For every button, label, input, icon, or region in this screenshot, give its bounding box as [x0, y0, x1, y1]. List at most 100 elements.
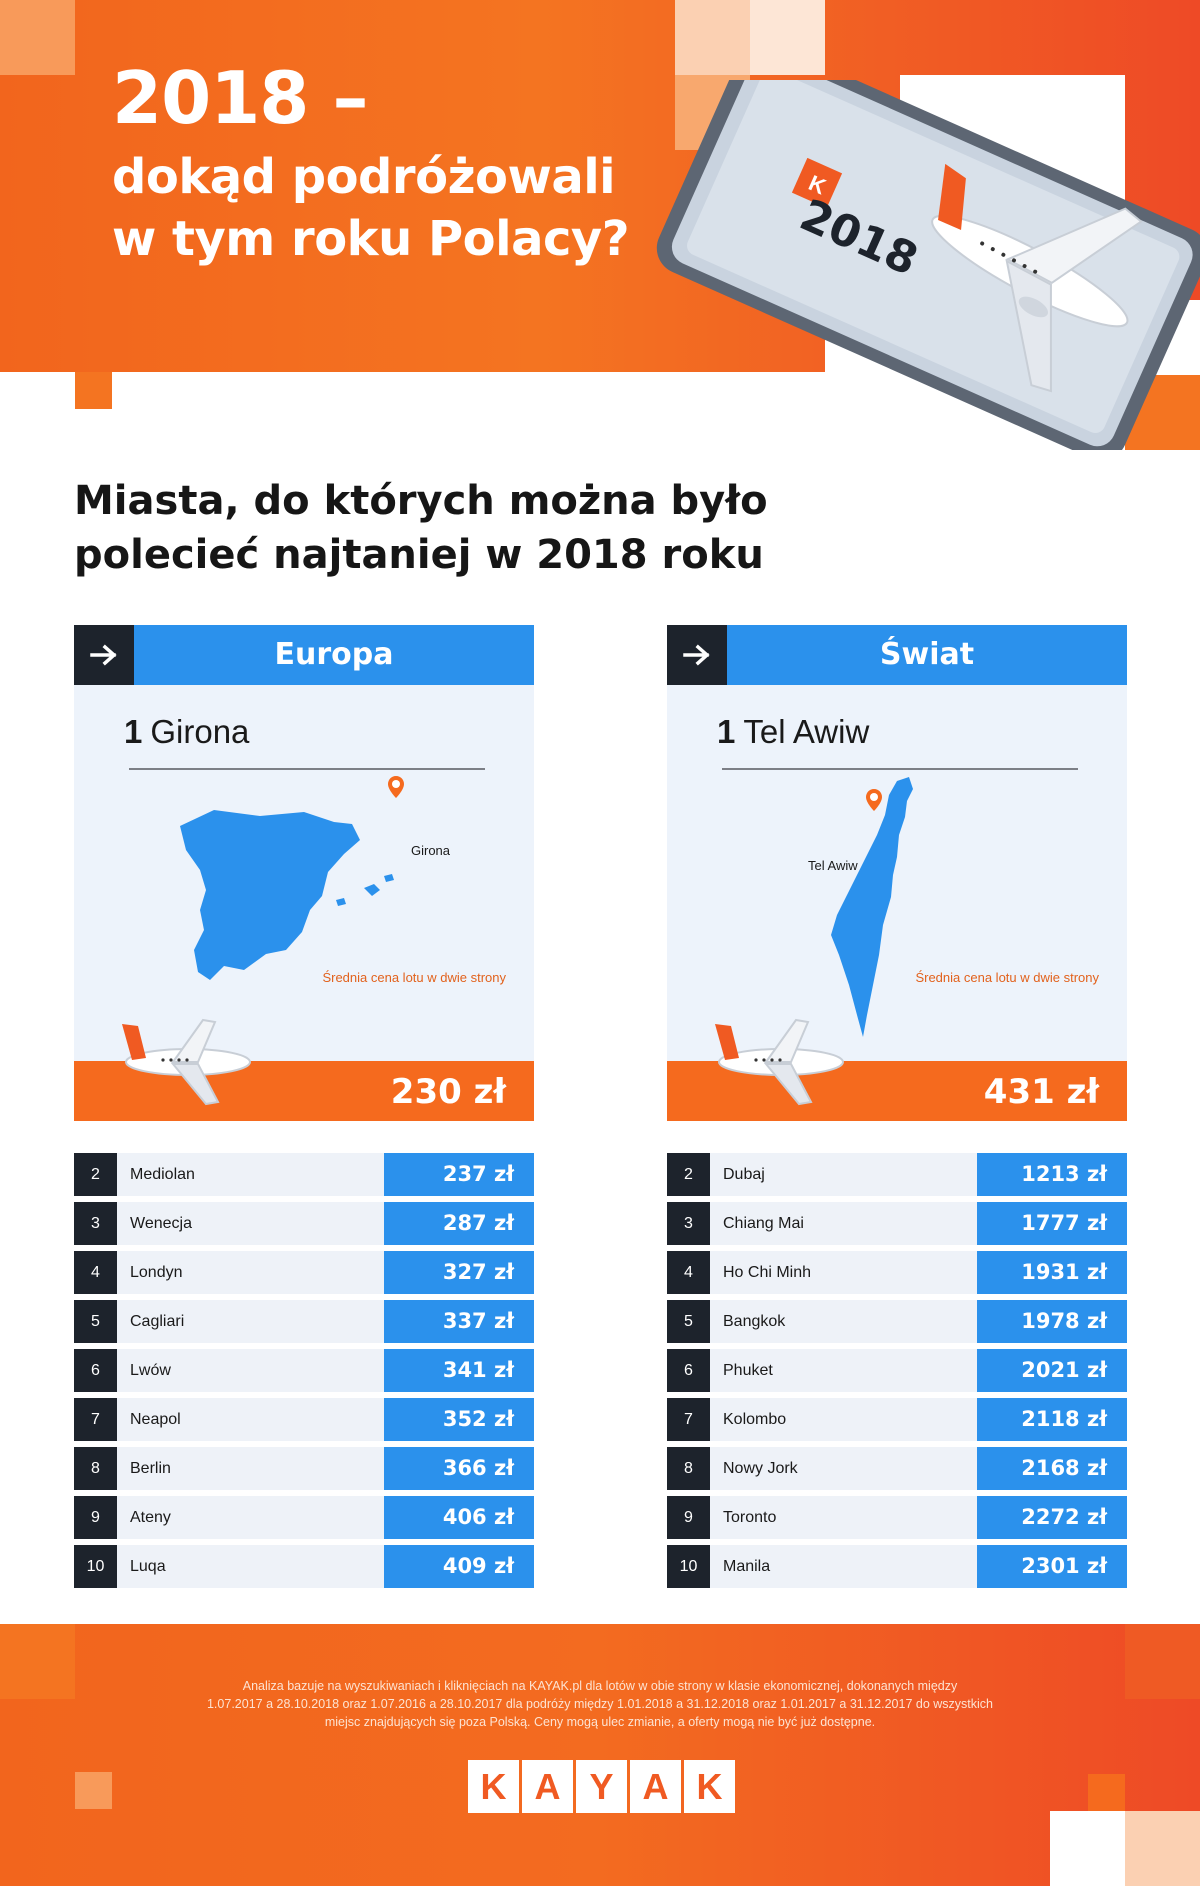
- plane-icon: [122, 1018, 251, 1106]
- world-top-price: 431 zł: [983, 1072, 1099, 1112]
- section-title-line2: polecieć najtaniej w 2018 roku: [74, 532, 764, 578]
- section-title: Miasta, do których można było polecieć n…: [74, 474, 974, 582]
- map-pin-icon: [388, 776, 404, 798]
- list-item: 5 Cagliari 337 zł: [74, 1300, 534, 1343]
- list-item: 10 Manila 2301 zł: [667, 1545, 1127, 1588]
- list-item: 5 Bangkok 1978 zł: [667, 1300, 1127, 1343]
- world-top-city-name: Tel Awiw: [743, 713, 870, 750]
- price-value: 1931 zł: [977, 1251, 1127, 1294]
- divider: [722, 768, 1078, 770]
- divider: [129, 768, 485, 770]
- world-price-caption: Średnia cena lotu w dwie strony: [915, 970, 1099, 985]
- world-panel-title: Świat: [879, 637, 975, 672]
- world-top-city: 1 Tel Awiw: [717, 713, 869, 751]
- rank-number: 10: [74, 1545, 117, 1588]
- city-name: Ho Chi Minh: [723, 1264, 812, 1281]
- rank-number: 6: [667, 1349, 710, 1392]
- footnote-line2: 1.07.2017 a 28.10.2018 oraz 1.07.2016 a …: [206, 1697, 993, 1711]
- list-item: 6 Phuket 2021 zł: [667, 1349, 1127, 1392]
- footnote-line3: miejsc znajdujących się poza Polską. Cen…: [324, 1715, 876, 1729]
- list-item: 8 Nowy Jork 2168 zł: [667, 1447, 1127, 1490]
- logo-letter: Y: [576, 1760, 627, 1813]
- price-value: 409 zł: [384, 1545, 534, 1588]
- section-title-line1: Miasta, do których można było: [74, 478, 768, 524]
- world-ranking-list: 2 Dubaj 1213 zł 3 Chiang Mai 1777 zł 4 Ho Chi…: [667, 1153, 1127, 1594]
- list-item: 7 Kolombo 2118 zł: [667, 1398, 1127, 1441]
- logo-letter: K: [468, 1760, 519, 1813]
- city-name: Bangkok: [723, 1313, 786, 1330]
- city-name: Nowy Jork: [723, 1460, 798, 1477]
- rank-number: 10: [667, 1545, 710, 1588]
- israel-map: [831, 777, 913, 1037]
- city-name: Berlin: [130, 1460, 171, 1477]
- europe-panel-title: Europa: [274, 637, 394, 672]
- world-top-rank: 1: [717, 713, 736, 750]
- deco-square: [1050, 1811, 1125, 1886]
- city-name: Kolombo: [723, 1411, 787, 1428]
- rank-number: 4: [667, 1251, 710, 1294]
- rank-number: 7: [667, 1398, 710, 1441]
- deco-square: [750, 0, 825, 75]
- deco-square: [0, 0, 75, 75]
- list-item: 6 Lwów 341 zł: [74, 1349, 534, 1392]
- price-value: 366 zł: [384, 1447, 534, 1490]
- europe-panel-header: Europa: [74, 625, 534, 685]
- logo-letter: A: [630, 1760, 681, 1813]
- city-name: Toronto: [723, 1509, 777, 1526]
- price-value: 2021 zł: [977, 1349, 1127, 1392]
- deco-square: [75, 372, 112, 409]
- city-name: Neapol: [130, 1411, 181, 1428]
- logo-letter: A: [522, 1760, 573, 1813]
- rank-number: 8: [74, 1447, 117, 1490]
- world-panel: Świat 1 Tel Awiw Tel Awiw Średnia cena lo…: [667, 625, 1127, 1121]
- city-name: Ateny: [130, 1509, 171, 1526]
- price-value: 1213 zł: [977, 1153, 1127, 1196]
- header-title-line3: w tym roku Polacy?: [112, 211, 630, 267]
- tablet-logo-square: [791, 157, 843, 209]
- list-item: 4 Londyn 327 zł: [74, 1251, 534, 1294]
- world-map-label: Tel Awiw: [808, 858, 858, 873]
- price-value: 2168 zł: [977, 1447, 1127, 1490]
- list-item: 2 Dubaj 1213 zł: [667, 1153, 1127, 1196]
- list-item: 9 Ateny 406 zł: [74, 1496, 534, 1539]
- list-item: 4 Ho Chi Minh 1931 zł: [667, 1251, 1127, 1294]
- city-name: Manila: [723, 1558, 771, 1575]
- footnote-line1: Analiza bazuje na wyszukiwaniach i klikn…: [242, 1679, 958, 1693]
- list-item: 10 Luqa 409 zł: [74, 1545, 534, 1588]
- europe-panel-body: 1 Girona Girona Średnia cena lotu w dwie …: [74, 685, 534, 1061]
- footer: Analiza bazuje na wyszukiwaniach i klikn…: [0, 1624, 1200, 1886]
- price-value: 1777 zł: [977, 1202, 1127, 1245]
- logo-letter: K: [684, 1760, 735, 1813]
- rank-number: 6: [74, 1349, 117, 1392]
- rank-number: 5: [667, 1300, 710, 1343]
- plane-illustration: [931, 163, 1143, 393]
- price-value: 2118 zł: [977, 1398, 1127, 1441]
- europe-top-rank: 1: [124, 713, 143, 750]
- rank-number: 3: [74, 1202, 117, 1245]
- europe-top-city-name: Girona: [150, 713, 250, 750]
- europe-top-city: 1 Girona: [124, 713, 249, 751]
- arrow-right-icon: [667, 625, 727, 685]
- header-title-line2: dokąd podróżowali: [112, 149, 616, 205]
- list-item: 3 Chiang Mai 1777 zł: [667, 1202, 1127, 1245]
- price-value: 2272 zł: [977, 1496, 1127, 1539]
- deco-square: [0, 1624, 75, 1699]
- price-value: 287 zł: [384, 1202, 534, 1245]
- price-value: 341 zł: [384, 1349, 534, 1392]
- rank-number: 8: [667, 1447, 710, 1490]
- rank-number: 2: [74, 1153, 117, 1196]
- price-value: 337 zł: [384, 1300, 534, 1343]
- rank-number: 9: [667, 1496, 710, 1539]
- deco-square: [75, 1772, 112, 1809]
- city-name: Londyn: [130, 1264, 183, 1281]
- europe-map-label: Girona: [411, 843, 451, 858]
- world-panel-body: 1 Tel Awiw Tel Awiw Średnia cena lotu w d…: [667, 685, 1127, 1061]
- city-name: Lwów: [130, 1362, 171, 1379]
- rank-number: 9: [74, 1496, 117, 1539]
- plane-icon: [715, 1018, 844, 1106]
- rank-number: 4: [74, 1251, 117, 1294]
- city-name: Mediolan: [130, 1166, 195, 1183]
- city-name: Cagliari: [130, 1313, 185, 1330]
- deco-square: [675, 0, 750, 75]
- list-item: 9 Toronto 2272 zł: [667, 1496, 1127, 1539]
